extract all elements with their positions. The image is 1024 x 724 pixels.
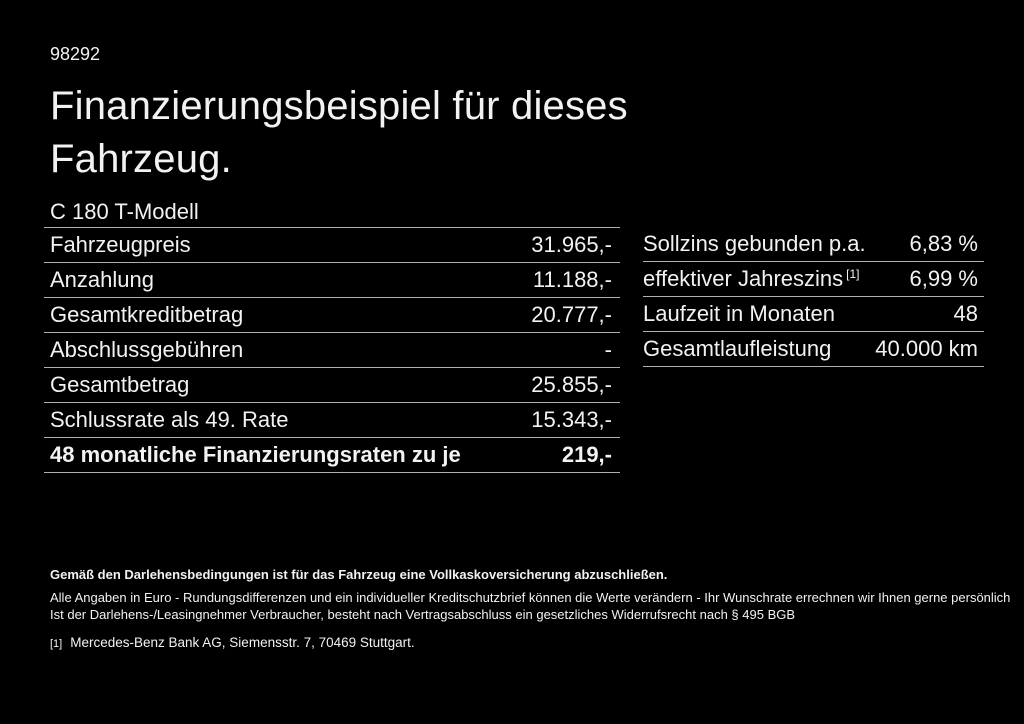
vehicle-model: C 180 T-Modell [50, 199, 199, 224]
row-label: Abschlussgebühren [50, 337, 244, 362]
row-label: effektiver Jahreszins [643, 266, 844, 291]
row-label: 48 monatliche Finanzierungsraten zu je [50, 442, 461, 467]
row-label: Schlussrate als 49. Rate [50, 407, 289, 432]
row-value: 40.000 km [875, 336, 978, 361]
table-row-gesamtlaufleistung: Gesamtlaufleistung 40.000 km [643, 332, 984, 367]
row-label: Fahrzeugpreis [50, 232, 191, 257]
row-label: Gesamtbetrag [50, 372, 190, 397]
footnote-marker: [1] [50, 638, 63, 650]
table-row-laufzeit: Laufzeit in Monaten 48 [643, 297, 984, 332]
table-row-fahrzeugpreis: Fahrzeugpreis 31.965,- [44, 228, 620, 263]
footnote-ref: [1] [846, 266, 860, 281]
conditions-table: Sollzins gebunden p.a. 6,83 % effektiver… [643, 227, 984, 367]
row-value: 15.343,- [531, 407, 612, 432]
table-row-sollzins: Sollzins gebunden p.a. 6,83 % [643, 227, 984, 262]
row-label: Laufzeit in Monaten [643, 301, 836, 326]
table-row-effektivzins: effektiver Jahreszins [1] 6,99 % [643, 262, 984, 297]
row-value: 11.188,- [532, 267, 612, 292]
row-value: 25.855,- [531, 372, 612, 397]
row-value: 20.777,- [531, 302, 612, 327]
row-value: 48 [953, 301, 978, 326]
disclaimer-line-1: Alle Angaben in Euro - Rundungsdifferenz… [50, 590, 1011, 605]
row-label: Gesamtkreditbetrag [50, 302, 244, 327]
financing-table: Fahrzeugpreis 31.965,- Anzahlung 11.188,… [44, 227, 620, 473]
table-row-abschlussgebuehren: Abschlussgebühren - [44, 333, 620, 368]
insurance-note: Gemäß den Darlehensbedingungen ist für d… [50, 567, 668, 582]
row-value: - [604, 337, 612, 362]
table-row-gesamtkreditbetrag: Gesamtkreditbetrag 20.777,- [44, 298, 620, 333]
disclaimer-line-2: Ist der Darlehens-/Leasingnehmer Verbrau… [50, 607, 796, 622]
row-value: 31.965,- [531, 232, 612, 257]
footnote-text: Mercedes-Benz Bank AG, Siemensstr. 7, 70… [70, 635, 415, 650]
table-row-anzahlung: Anzahlung 11.188,- [44, 263, 620, 298]
table-row-schlussrate: Schlussrate als 49. Rate 15.343,- [44, 403, 620, 438]
row-value: 219,- [561, 442, 612, 467]
row-label: Sollzins gebunden p.a. [643, 231, 866, 256]
table-row-monatsrate: 48 monatliche Finanzierungsraten zu je 2… [44, 438, 620, 473]
page-title: Finanzierungsbeispiel für dieses Fahrzeu… [50, 84, 628, 181]
doc-number: 98292 [50, 44, 101, 64]
row-label: Anzahlung [50, 267, 154, 292]
row-value: 6,99 % [909, 266, 979, 291]
footnote: [1] Mercedes-Benz Bank AG, Siemensstr. 7,… [50, 635, 415, 650]
row-label: Gesamtlaufleistung [643, 336, 832, 361]
table-row-gesamtbetrag: Gesamtbetrag 25.855,- [44, 368, 620, 403]
row-value: 6,83 % [909, 231, 979, 256]
